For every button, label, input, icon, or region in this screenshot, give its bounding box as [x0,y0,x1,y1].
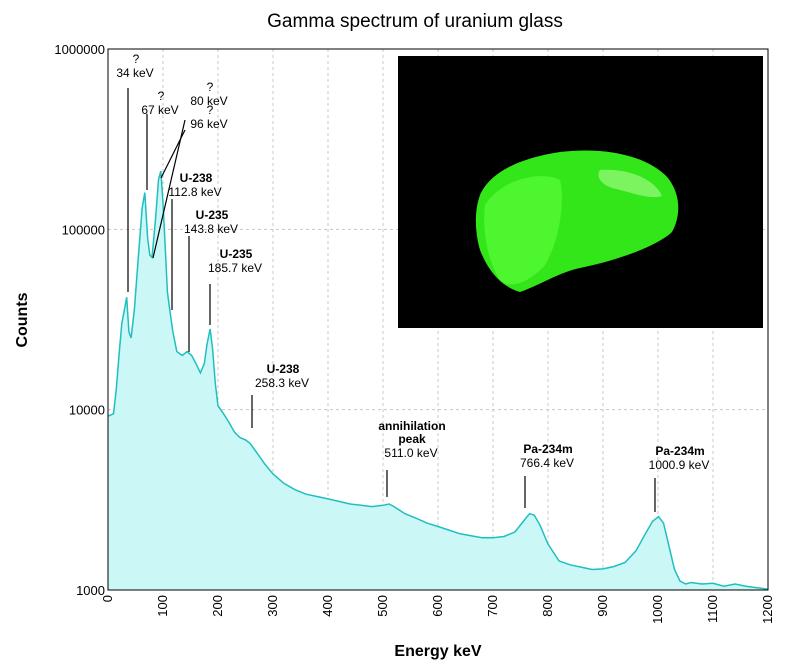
y-tick-label: 1000 [76,583,105,598]
annotation-energy: 511.0 keV [384,446,437,460]
annotation-leaders [127,88,656,512]
uranium-glass-piece [475,150,679,292]
x-axis-label: Energy keV [394,643,481,660]
annotation-energy: 96 keV [190,117,227,131]
y-tick-label: 1000000 [54,42,105,57]
annotation-nuclide: Pa-234m [523,442,572,456]
plot-border [107,48,769,591]
annotation-energy: 766.4 keV [520,456,574,470]
plot-frame [107,48,769,591]
annotation-unknown-mark: ? [207,103,214,117]
spectrum-line [107,170,769,590]
x-tick-label: 1000 [650,595,665,624]
y-axis-label: Counts [14,292,31,347]
y-tick-label: 10000 [69,403,105,418]
glass-cut-face [484,176,562,285]
annotation-energy: 185.7 keV [208,261,262,275]
x-tick-label: 1100 [705,595,720,623]
peak-annotation: ?34 keV [116,52,153,80]
annotation-energy: 34 keV [116,66,153,80]
annotation-nuclide: U-238 [180,171,213,185]
uranium-glass-photo [398,56,763,328]
x-tick-label: 600 [430,595,445,617]
y-tick-labels: 1000 10000 100000 1000000 [54,42,105,598]
annotation-unknown-mark: ? [133,52,140,66]
peak-annotation: ?96 keV [190,103,227,131]
annotation-nuclide: peak [398,432,426,446]
peak-annotation: ?67 keV [141,89,178,117]
annotation-energy: 1000.9 keV [649,458,710,472]
annotation-nuclide: U-235 [196,208,229,222]
annotation-unknown-mark: ? [207,80,214,94]
annotation-nuclide: Pa-234m [655,444,704,458]
x-tick-label: 200 [210,595,225,617]
annotation-energy: 258.3 keV [255,376,309,390]
x-tick-label: 400 [320,595,335,617]
x-tick-label: 900 [595,595,610,617]
peak-annotation: ?80 keV [190,80,227,108]
annotation-nuclide: annihilation [378,419,445,433]
annotation-unknown-mark: ? [158,89,165,103]
annotation-nuclide: U-238 [267,362,300,376]
annotation-energy: 112.8 keV [168,185,221,199]
x-tick-label: 800 [540,595,555,617]
glass-highlight [598,169,662,198]
annotation-leader-line [152,119,186,259]
annotation-energy: 80 keV [190,94,227,108]
x-tick-labels: 0 100 200 300 400 500 600 700 800 900 1000 1100 1200 [100,595,775,624]
annotation-energy: 143.8 keV [184,222,238,236]
annotation-energy: 67 keV [141,103,178,117]
x-tick-label: 300 [265,595,280,617]
x-tick-label: 100 [155,595,170,617]
annotation-nuclide: U-235 [220,247,253,261]
spectrum-area [107,170,769,590]
chart-title: Gamma spectrum of uranium glass [267,11,563,32]
annotation-leader-line [160,129,186,179]
x-tick-label: 500 [375,595,390,617]
y-tick-label: 100000 [62,222,105,237]
spectrum-fill [108,171,768,590]
x-tick-label: 700 [485,595,500,617]
x-tick-label: 1200 [760,595,775,624]
x-tick-label: 0 [100,595,115,602]
